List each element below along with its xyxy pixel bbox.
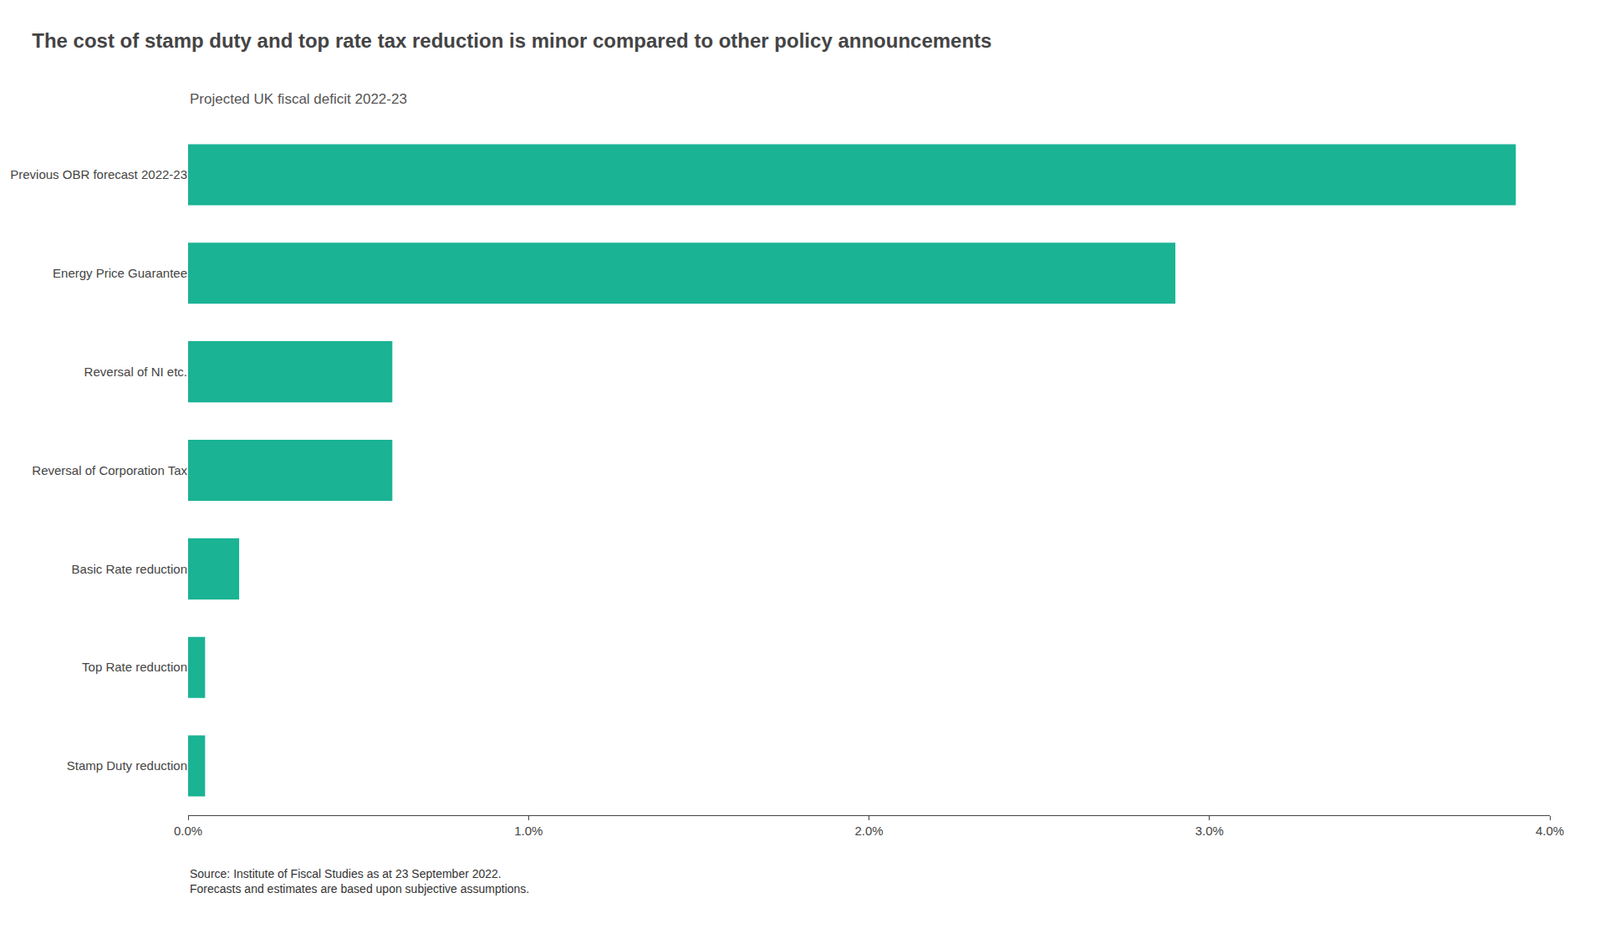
svg-text:3.0%: 3.0% [1195, 823, 1224, 838]
svg-text:1.0%: 1.0% [514, 823, 543, 838]
svg-text:Source: Institute of Fiscal St: Source: Institute of Fiscal Studies as a… [189, 866, 530, 896]
svg-text:4.0%: 4.0% [1535, 823, 1565, 838]
svg-text:Reversal of NI etc.: Reversal of NI etc. [84, 364, 188, 379]
svg-text:0.0%: 0.0% [173, 823, 203, 838]
svg-text:Reversal of Corporation Tax: Reversal of Corporation Tax [31, 463, 188, 478]
svg-text:2.0%: 2.0% [854, 823, 883, 838]
svg-text:Previous OBR forecast 2022-23: Previous OBR forecast 2022-23 [10, 167, 188, 182]
svg-text:The cost of stamp duty and top: The cost of stamp duty and top rate tax … [31, 29, 992, 52]
svg-text:Stamp Duty reduction: Stamp Duty reduction [66, 758, 188, 773]
svg-text:Energy Price Guarantee: Energy Price Guarantee [52, 265, 188, 281]
svg-text:Projected UK fiscal deficit 20: Projected UK fiscal deficit 2022-23 [189, 91, 408, 108]
svg-text:Top Rate reduction: Top Rate reduction [81, 659, 188, 674]
svg-text:Basic Rate reduction: Basic Rate reduction [71, 561, 188, 576]
